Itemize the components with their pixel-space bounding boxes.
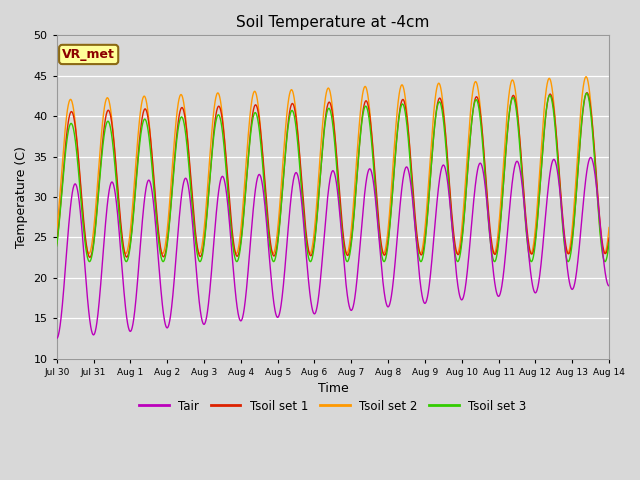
Tair: [493, 292, 501, 298]
Tsoil set 2: [349, 210, 356, 216]
Tair: [361, 190, 369, 196]
Tair: [605, 283, 613, 289]
Tsoil set 1: [605, 235, 613, 241]
Tsoil set 3: [361, 104, 369, 109]
Tsoil set 1: [349, 223, 357, 228]
Text: VR_met: VR_met: [62, 48, 115, 61]
Tsoil set 1: [583, 90, 591, 96]
Tsoil set 3: [493, 249, 501, 254]
Tair: [587, 155, 595, 160]
Tair: [572, 276, 579, 282]
Tair: [556, 192, 564, 197]
Tsoil set 1: [557, 186, 564, 192]
Tsoil set 2: [582, 74, 590, 80]
Tair: [53, 336, 61, 341]
Tsoil set 2: [572, 182, 579, 188]
Tair: [349, 305, 356, 311]
Tsoil set 2: [556, 189, 564, 195]
Tsoil set 2: [53, 228, 61, 234]
Tsoil set 2: [605, 225, 613, 230]
Tsoil set 3: [582, 90, 590, 96]
Tsoil set 3: [53, 243, 61, 249]
Tsoil set 2: [600, 251, 608, 256]
Tsoil set 3: [349, 225, 357, 230]
Tsoil set 3: [207, 163, 215, 169]
X-axis label: Time: Time: [317, 382, 348, 395]
Tsoil set 1: [53, 241, 61, 247]
Legend: Tair, Tsoil set 1, Tsoil set 2, Tsoil set 3: Tair, Tsoil set 1, Tsoil set 2, Tsoil se…: [134, 395, 531, 417]
Tsoil set 3: [557, 196, 564, 202]
Line: Tair: Tair: [57, 157, 609, 338]
Tsoil set 2: [361, 84, 369, 89]
Title: Soil Temperature at -4cm: Soil Temperature at -4cm: [236, 15, 429, 30]
Tsoil set 3: [159, 259, 167, 264]
Line: Tsoil set 2: Tsoil set 2: [57, 77, 609, 253]
Y-axis label: Temperature (C): Temperature (C): [15, 146, 28, 248]
Tsoil set 1: [572, 197, 580, 203]
Tsoil set 1: [361, 99, 369, 105]
Tsoil set 3: [605, 239, 613, 245]
Tsoil set 1: [493, 244, 501, 250]
Tsoil set 1: [207, 160, 215, 166]
Tsoil set 2: [207, 142, 214, 148]
Tsoil set 2: [493, 238, 501, 243]
Tsoil set 1: [86, 254, 94, 260]
Line: Tsoil set 3: Tsoil set 3: [57, 93, 609, 262]
Line: Tsoil set 1: Tsoil set 1: [57, 93, 609, 257]
Tair: [207, 277, 214, 283]
Tsoil set 3: [572, 197, 580, 203]
